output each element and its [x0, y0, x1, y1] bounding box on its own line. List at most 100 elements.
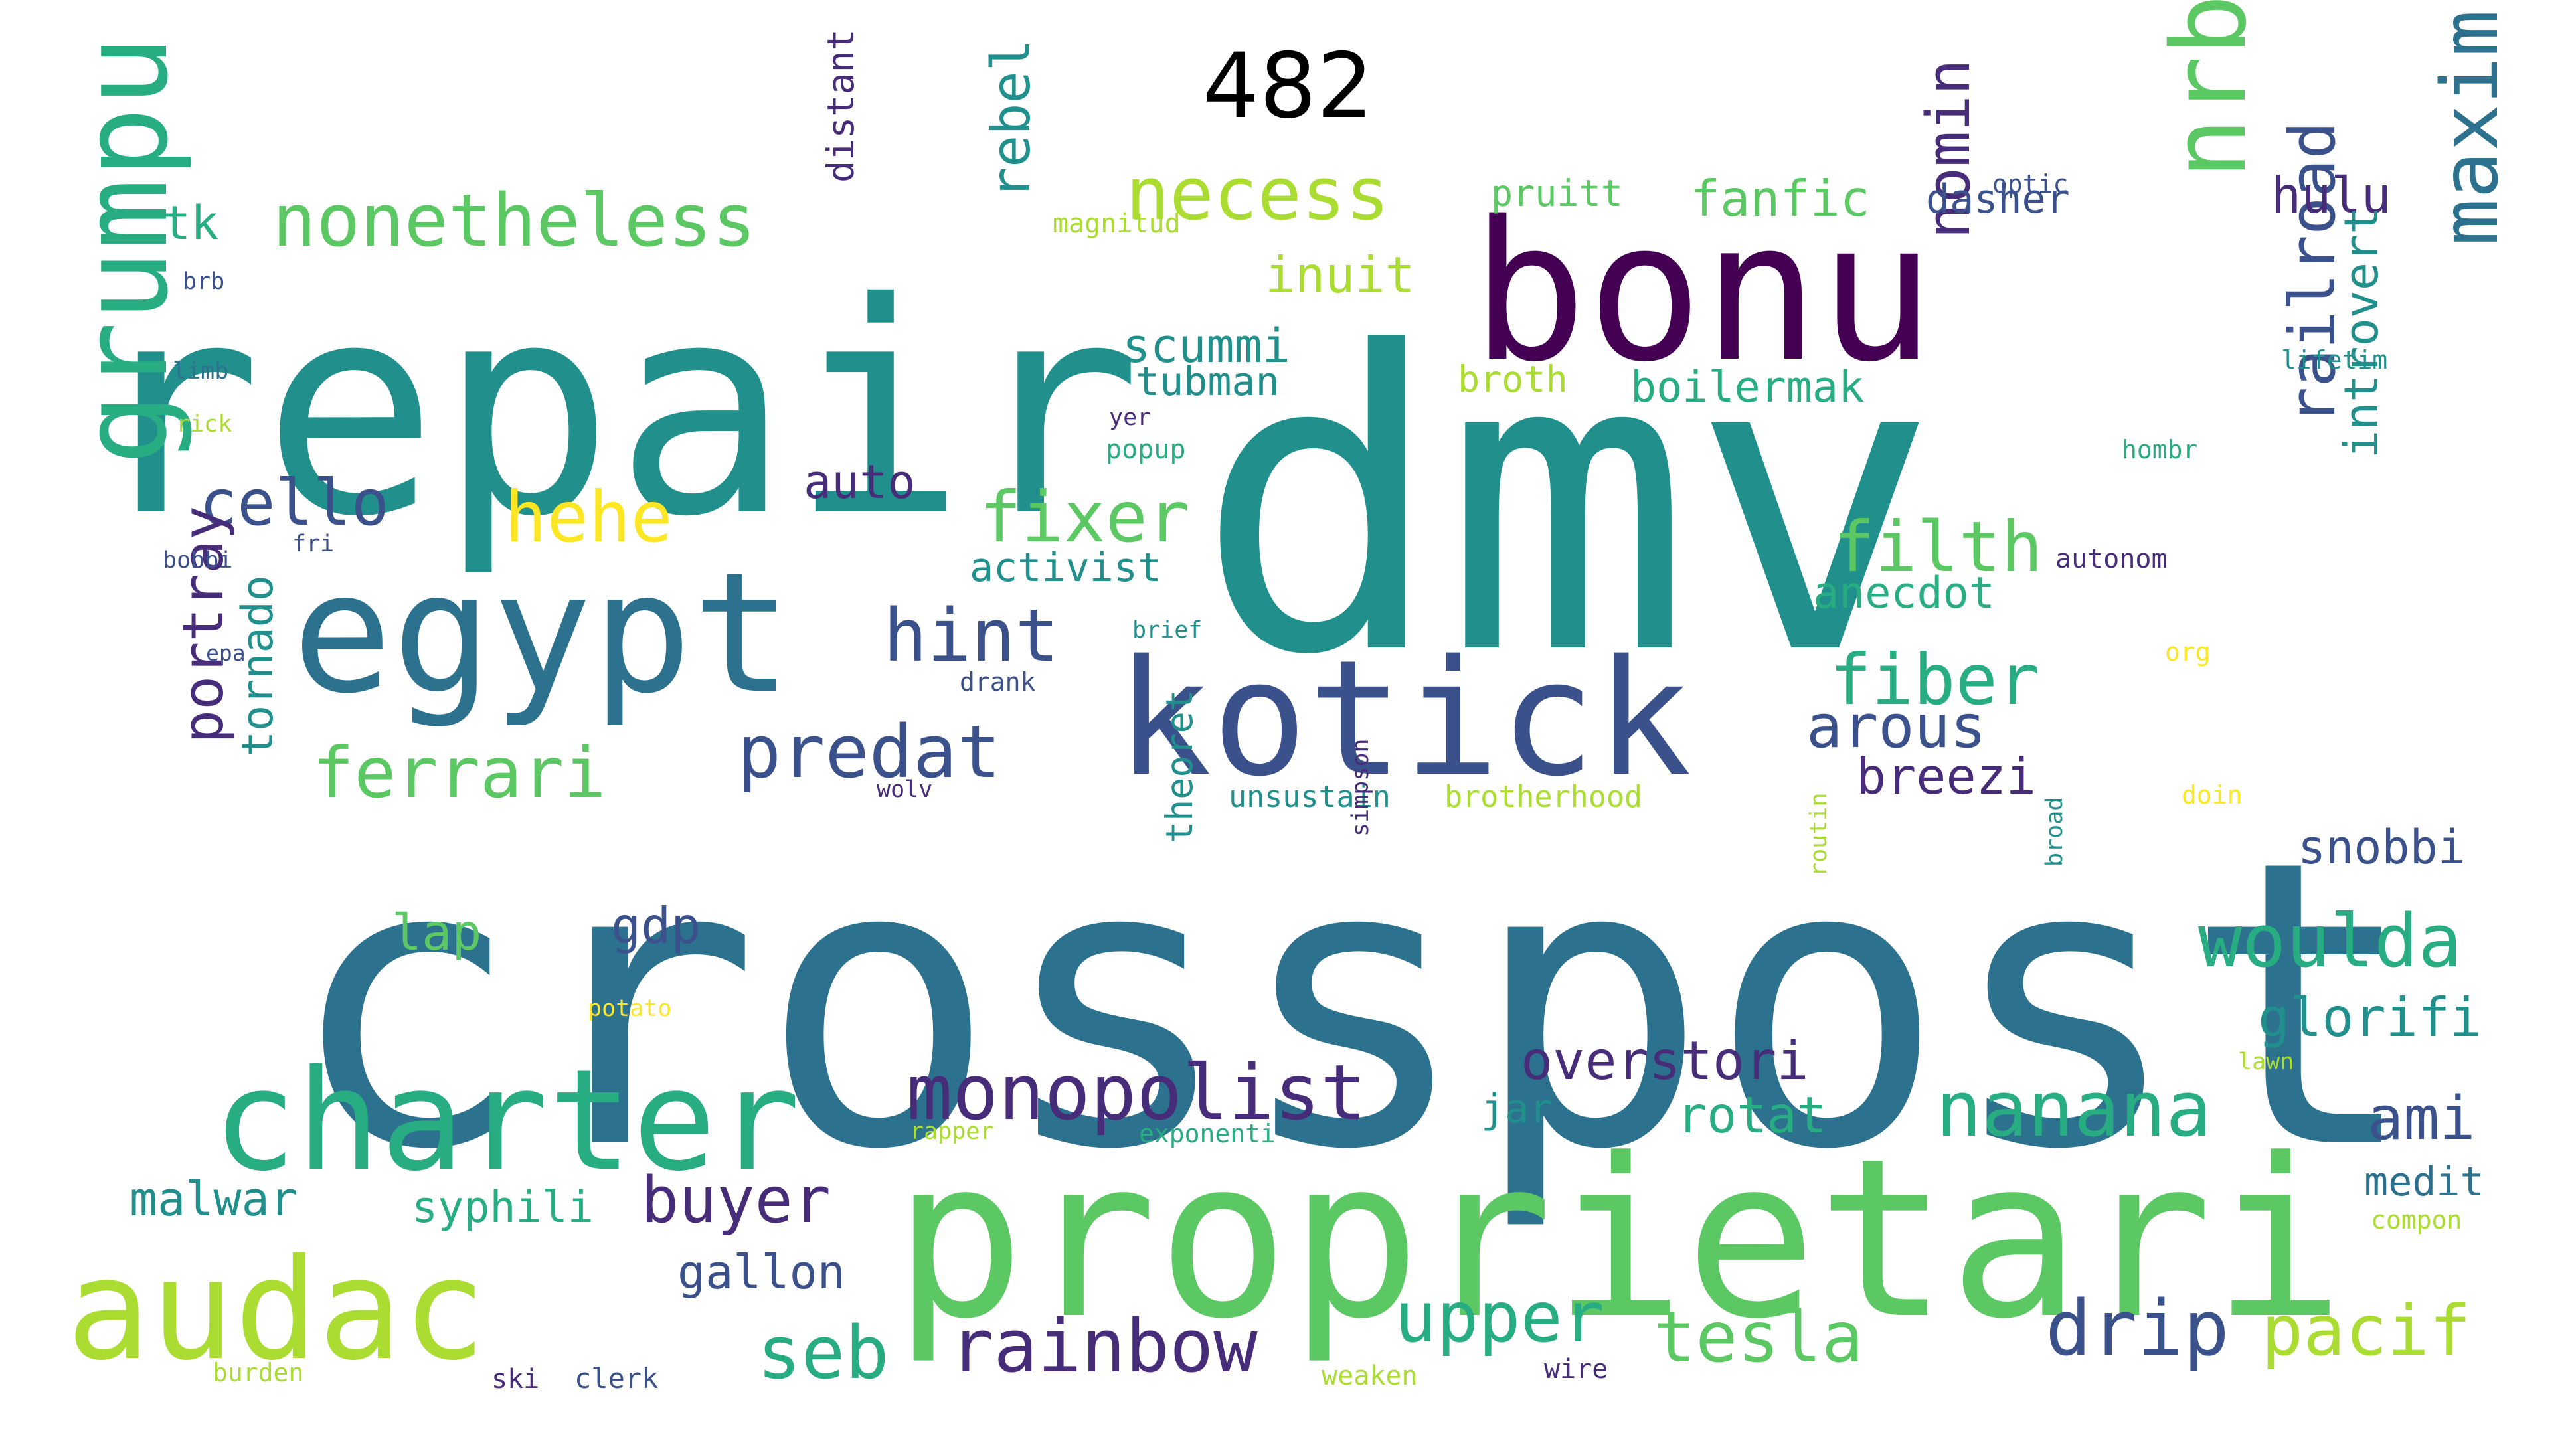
- cloud-word-arous: arous: [1806, 692, 1986, 762]
- cloud-word-kotick: kotick: [1116, 626, 1691, 812]
- cloud-word-wire: wire: [1544, 1354, 1608, 1385]
- cloud-word-weaken: weaken: [1322, 1361, 1418, 1391]
- cloud-word-rotat: rotat: [1677, 1086, 1827, 1144]
- cloud-word-drip: drip: [2045, 1284, 2229, 1373]
- cloud-word-doin: doin: [2182, 780, 2243, 810]
- cloud-word-yer: yer: [1109, 404, 1151, 431]
- cloud-word-tornado: tornado: [233, 575, 283, 757]
- cloud-word-nonetheless: nonetheless: [272, 178, 756, 263]
- cloud-word-clerk: clerk: [574, 1362, 658, 1395]
- cloud-word-ferrari: ferrari: [312, 732, 606, 813]
- cloud-word-hint: hint: [883, 593, 1059, 678]
- cloud-word-railroad: railroad: [2276, 121, 2350, 425]
- cloud-word-egypt: egypt: [292, 537, 792, 730]
- cloud-word-portray: portray: [171, 506, 236, 744]
- cloud-word-broad: broad: [2041, 797, 2068, 867]
- cloud-word-org: org: [2165, 638, 2211, 667]
- cloud-word-unsustain: unsustain: [1229, 779, 1391, 814]
- cloud-word-rebel: rebel: [980, 39, 1042, 199]
- cloud-word-brief: brief: [1132, 617, 1202, 643]
- cloud-word-compon: compon: [2371, 1205, 2462, 1235]
- cloud-word-limb: limb: [173, 358, 228, 385]
- cloud-word-brb: brb: [183, 268, 224, 295]
- cloud-word-seb: seb: [757, 1310, 889, 1395]
- cloud-word-cello: cello: [199, 467, 389, 540]
- cloud-word-fiber: fiber: [1830, 640, 2039, 721]
- cloud-word-nanana: nanana: [1936, 1065, 2211, 1154]
- cloud-word-nrb: nrb: [2150, 0, 2269, 179]
- cloud-word-tesla: tesla: [1654, 1297, 1863, 1378]
- cloud-word-burden: burden: [213, 1358, 303, 1387]
- cloud-word-dmv: dmv: [1195, 266, 1939, 745]
- cloud-word-jar: jar: [1481, 1086, 1553, 1132]
- cloud-word-maxim: maxim: [2424, 10, 2516, 246]
- cloud-word-ski: ski: [491, 1364, 539, 1395]
- cloud-word-distant: distant: [819, 29, 862, 183]
- cloud-word-fixer: fixer: [980, 477, 1189, 558]
- cloud-word-lap: lap: [392, 903, 481, 962]
- cloud-word-exponenti: exponenti: [1139, 1119, 1276, 1148]
- cloud-word-epa: epa: [206, 640, 246, 666]
- cloud-word-audac: audac: [66, 1229, 486, 1391]
- cloud-word-tubman: tubman: [1136, 359, 1280, 405]
- cloud-word-optic: optic: [1992, 169, 2068, 199]
- cloud-word-rapper: rapper: [910, 1118, 993, 1145]
- cloud-word-autonom: autonom: [2055, 544, 2168, 574]
- cloud-word-fanfic: fanfic: [1690, 169, 1870, 228]
- cloud-word-magnitud: magnitud: [1053, 209, 1181, 239]
- cloud-word-overstori: overstori: [1521, 1030, 1808, 1092]
- cloud-word-tk: tk: [163, 196, 218, 250]
- cloud-word-woulda: woulda: [2198, 898, 2462, 983]
- cloud-word-lawn: lawn: [2238, 1049, 2294, 1075]
- cloud-word-charter: charter: [213, 1039, 800, 1202]
- cloud-word-bobbi: bobbi: [163, 547, 232, 574]
- cloud-word-ami: ami: [2367, 1084, 2476, 1154]
- cloud-word-breezi: breezi: [1856, 747, 2036, 806]
- cloud-word-fri: fri: [292, 531, 334, 557]
- cloud-word-gdp: gdp: [611, 897, 701, 955]
- cloud-word-simpson: simpson: [1347, 738, 1374, 837]
- figure-title: 482: [1202, 34, 1374, 138]
- cloud-word-bonu: bonu: [1471, 181, 1934, 404]
- cloud-word-drank: drank: [960, 667, 1036, 697]
- cloud-word-scummi: scummi: [1122, 319, 1290, 373]
- cloud-word-grumpu: grumpu: [56, 35, 195, 465]
- cloud-word-monopolist: monopolist: [906, 1049, 1366, 1138]
- cloud-word-dasher: dasher: [1926, 176, 2070, 222]
- cloud-word-pruitt: pruitt: [1491, 172, 1623, 214]
- cloud-word-upper: upper: [1395, 1277, 1604, 1358]
- cloud-word-inuit: inuit: [1265, 246, 1415, 304]
- cloud-word-pacif: pacif: [2261, 1290, 2471, 1371]
- cloud-word-broth: broth: [1458, 358, 1568, 400]
- cloud-word-boilermak: boilermak: [1630, 363, 1864, 412]
- cloud-word-introvert: introvert: [2334, 207, 2389, 458]
- cloud-word-syphili: syphili: [412, 1183, 594, 1233]
- cloud-word-gallon: gallon: [677, 1245, 845, 1300]
- cloud-word-snobbi: snobbi: [2298, 820, 2466, 875]
- cloud-word-predat: predat: [737, 709, 1001, 794]
- cloud-word-lifetim: lifetim: [2281, 345, 2387, 375]
- cloud-word-filth: filth: [1833, 507, 2043, 588]
- cloud-word-repair: repair: [86, 240, 1142, 580]
- cloud-word-hehe: hehe: [505, 477, 673, 558]
- cloud-word-buyer: buyer: [641, 1164, 831, 1237]
- cloud-word-nomin: nomin: [1914, 59, 1984, 239]
- cloud-word-hulu: hulu: [2271, 166, 2391, 224]
- cloud-word-auto: auto: [804, 455, 916, 509]
- cloud-word-potato: potato: [588, 995, 671, 1022]
- cloud-word-glorifi: glorifi: [2258, 987, 2482, 1049]
- cloud-word-crosspost: crosspost: [286, 776, 2420, 1235]
- cloud-word-medit: medit: [2364, 1159, 2484, 1205]
- cloud-word-hombr: hombr: [2122, 435, 2197, 464]
- cloud-word-rainbow: rainbow: [950, 1304, 1258, 1389]
- cloud-word-popup: popup: [1106, 434, 1185, 465]
- cloud-word-activist: activist: [970, 545, 1161, 591]
- cloud-word-rick: rick: [176, 411, 232, 438]
- cloud-word-anecdot: anecdot: [1813, 568, 1995, 618]
- cloud-word-brotherhood: brotherhood: [1444, 779, 1642, 814]
- cloud-word-wolv: wolv: [877, 776, 932, 803]
- cloud-word-proprietari: proprietari: [893, 1112, 2344, 1367]
- cloud-word-necess: necess: [1126, 151, 1389, 236]
